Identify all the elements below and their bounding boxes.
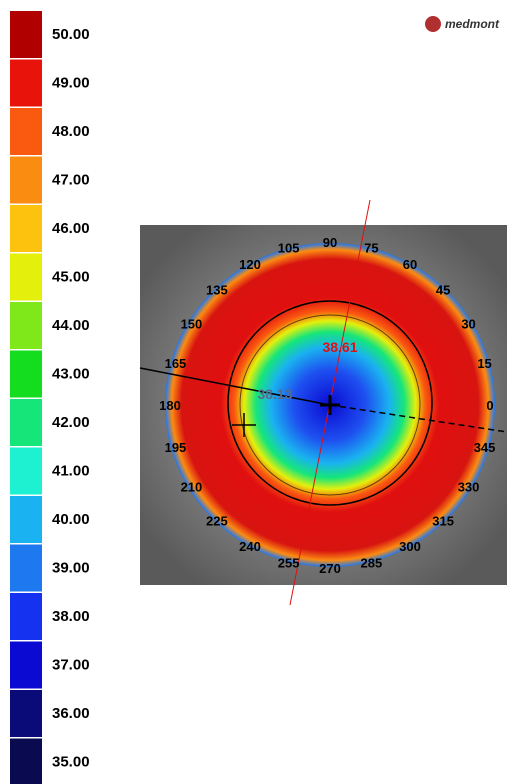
angle-label: 165 <box>165 356 187 371</box>
legend-label: 40.00 <box>52 511 90 528</box>
legend-swatch <box>10 60 42 107</box>
legend-swatch <box>10 254 42 301</box>
legend-label: 50.00 <box>52 26 90 43</box>
angle-label: 45 <box>436 283 450 298</box>
angle-label: 15 <box>477 356 491 371</box>
angle-label: 90 <box>323 235 337 250</box>
legend-label: 43.00 <box>52 366 90 383</box>
legend-swatch <box>10 302 42 349</box>
legend-swatch <box>10 205 42 252</box>
legend-swatch <box>10 496 42 543</box>
angle-label: 240 <box>239 539 261 554</box>
legend-swatch <box>10 739 42 784</box>
legend-label: 49.00 <box>52 75 90 92</box>
angle-label: 30 <box>461 317 475 332</box>
legend-swatch <box>10 642 42 689</box>
meridian-reading: 38.13 <box>257 386 292 402</box>
topography-view: 38.61 38.13 medmont 50.00 49.00 48.00 47.00… <box>0 0 507 784</box>
angle-label: 135 <box>206 283 228 298</box>
angle-label: 225 <box>206 513 228 528</box>
angle-label: 255 <box>278 555 300 570</box>
legend-label: 35.00 <box>52 754 90 771</box>
legend-swatch <box>10 593 42 640</box>
legend-label: 45.00 <box>52 269 90 286</box>
legend-label: 36.00 <box>52 705 90 722</box>
legend-label: 42.00 <box>52 414 90 431</box>
legend-swatch <box>10 11 42 58</box>
brand-logo <box>425 16 441 32</box>
legend-label: 48.00 <box>52 123 90 140</box>
angle-label: 150 <box>181 317 203 332</box>
angle-label: 195 <box>165 440 187 455</box>
legend-swatch <box>10 399 42 446</box>
page: 38.61 38.13 medmont 50.00 49.00 48.00 47.00… <box>0 0 507 784</box>
angle-label: 345 <box>474 440 496 455</box>
angle-label: 300 <box>399 539 421 554</box>
angle-label: 210 <box>181 480 203 495</box>
legend-label: 38.00 <box>52 608 90 625</box>
legend-swatch <box>10 108 42 155</box>
legend-swatch <box>10 690 42 737</box>
angle-label: 120 <box>239 257 261 272</box>
angle-label: 315 <box>432 513 454 528</box>
legend-label: 46.00 <box>52 220 90 237</box>
legend-label: 44.00 <box>52 317 90 334</box>
legend-label: 47.00 <box>52 172 90 189</box>
legend-label: 37.00 <box>52 657 90 674</box>
legend-swatch <box>10 545 42 592</box>
angle-label: 60 <box>403 257 417 272</box>
angle-label: 75 <box>364 241 378 256</box>
brand-name: medmont <box>445 17 500 31</box>
angle-label: 270 <box>319 561 341 576</box>
legend-swatch <box>10 351 42 398</box>
legend-swatch <box>10 448 42 495</box>
angle-label: 330 <box>458 480 480 495</box>
legend-label: 41.00 <box>52 463 90 480</box>
legend-label: 39.00 <box>52 560 90 577</box>
angle-label: 105 <box>278 241 300 256</box>
angle-label: 0 <box>486 398 493 413</box>
legend-swatch <box>10 157 42 204</box>
angle-label: 180 <box>159 398 181 413</box>
angle-label: 285 <box>361 555 383 570</box>
apex-reading: 38.61 <box>322 339 357 355</box>
